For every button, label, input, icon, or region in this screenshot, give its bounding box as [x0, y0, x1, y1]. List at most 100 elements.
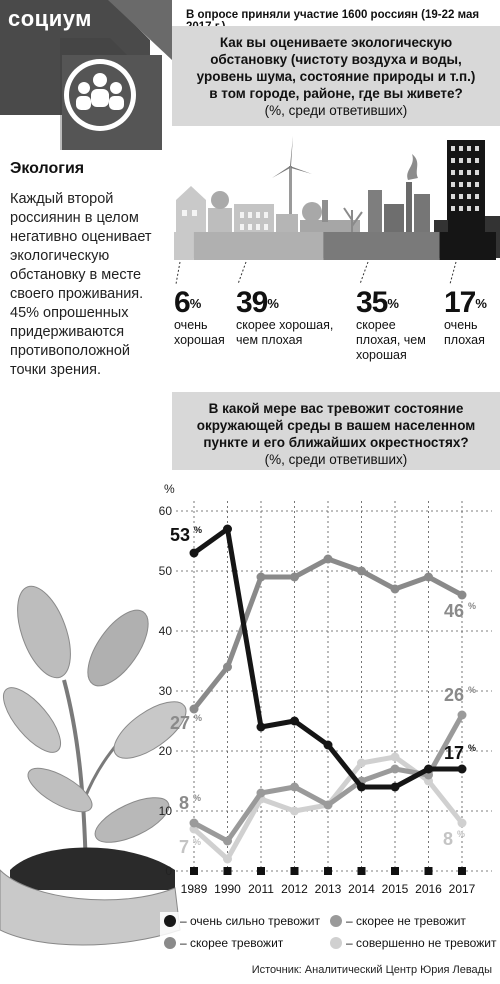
legend-marker-icon: [164, 915, 176, 927]
x-tick-label: 2014: [348, 882, 375, 896]
q1-result-very-bad: 17% очень плохая: [444, 288, 500, 348]
x-tick-label: 1989: [181, 882, 208, 896]
brand-block: [0, 0, 172, 150]
y-tick-label: 40: [159, 624, 173, 638]
x-tick-mark: [424, 867, 433, 875]
data-point: [390, 752, 400, 762]
data-point: [390, 782, 400, 792]
question1-line: Как вы оцениваете экологическую: [219, 35, 453, 50]
q1-value-label: 35: [356, 286, 388, 319]
q1-bar-segment: [193, 232, 324, 260]
y-tick-label: 50: [159, 564, 173, 578]
q1-unit: %: [475, 296, 487, 311]
question2-panel: В какой мере вас тревожит состояние окру…: [172, 392, 500, 470]
q1-result-very-good: 6% очень хорошая: [174, 288, 234, 348]
data-point: [189, 818, 199, 828]
series-value-label: 27: [170, 713, 190, 733]
question1-line: уровень шума, состояние природы и т.п.): [196, 69, 476, 84]
people-icon: [76, 73, 124, 110]
q1-category-label: скорее хорошая, чем плохая: [236, 318, 334, 347]
legend-label: – скорее не тревожит: [346, 914, 466, 928]
q1-unit: %: [267, 296, 279, 311]
question1-panel: Как вы оцениваете экологическую обстанов…: [172, 26, 500, 126]
y-tick-label: 20: [159, 744, 173, 758]
q1-bar-segment: [323, 232, 440, 260]
x-tick-mark: [324, 867, 332, 875]
legend-item: – очень сильно тревожит: [164, 914, 320, 928]
q1-category-label: очень плохая: [444, 318, 485, 347]
section-title: Экология: [10, 160, 85, 177]
x-tick-mark: [290, 867, 299, 875]
q1-unit: %: [387, 296, 399, 311]
data-point: [290, 782, 299, 792]
data-point: [457, 590, 467, 600]
series-value-label: 26: [444, 685, 464, 705]
plant-illustration: [0, 585, 187, 946]
y-axis-label: %: [164, 482, 175, 496]
question2-line: окружающей среды в вашем населенном: [196, 418, 476, 433]
x-tick-label: 2011: [248, 882, 274, 896]
q1-category-label: очень хорошая: [174, 318, 225, 347]
series-value-unit: %: [193, 837, 201, 847]
data-point: [256, 722, 266, 732]
data-point: [256, 572, 266, 582]
question1-line: в том городе, районе, где вы живете?: [209, 86, 463, 101]
data-point: [390, 764, 400, 774]
question2-line: В какой мере вас тревожит состояние: [208, 401, 464, 416]
data-point: [290, 572, 299, 582]
question2-note: (%, среди ответивших): [264, 452, 408, 467]
legend-label: – скорее тревожит: [180, 936, 284, 950]
legend-item: – скорее не тревожит: [330, 914, 466, 928]
brand-name: социум: [8, 6, 92, 31]
chart-legend: – очень сильно тревожит – скорее не трев…: [160, 912, 500, 958]
q1-result-rather-bad: 35% скорее плохая, чем хорошая: [356, 288, 436, 363]
data-point: [357, 566, 366, 576]
series-value-label: 8: [179, 793, 189, 813]
x-tick-mark: [357, 867, 366, 875]
x-tick-mark: [190, 867, 198, 875]
intro-text: Каждый второй россиянин в целом негативн…: [10, 191, 152, 378]
x-tick-label: 2017: [449, 882, 476, 896]
data-point: [390, 584, 400, 594]
question2-line: пункте и его ближайших окрестностях?: [203, 435, 469, 450]
y-tick-label: 0: [165, 864, 172, 878]
x-tick-label: 1990: [214, 882, 241, 896]
q1-value-label: 39: [236, 286, 268, 319]
q1-connector-lines: [175, 261, 457, 285]
legend-marker-icon: [330, 915, 342, 927]
series-value-unit: %: [193, 793, 201, 803]
source-note: Источник: Аналитический Центр Юрия Левад…: [251, 964, 492, 976]
data-point: [424, 764, 433, 774]
data-point: [223, 524, 232, 534]
y-tick-label: 60: [159, 504, 173, 518]
data-point: [357, 782, 366, 792]
q1-unit: %: [189, 296, 202, 311]
series-value-unit: %: [468, 743, 476, 753]
x-tick-mark: [458, 867, 466, 875]
series-value-label: 8: [443, 829, 453, 849]
data-point: [189, 704, 199, 714]
q1-result-rather-good: 39% скорее хорошая, чем плохая: [236, 288, 336, 348]
data-point: [357, 758, 366, 768]
data-point: [290, 806, 299, 816]
data-point: [457, 818, 467, 828]
q1-category-label: скорее плохая, чем хорошая: [356, 318, 426, 362]
x-tick-label: 2015: [382, 882, 409, 896]
x-tick-label: 2016: [415, 882, 442, 896]
data-point: [189, 548, 199, 558]
seedling-icon: [3, 585, 187, 871]
q1-bar-segment: [174, 232, 194, 260]
series-value-label: 53: [170, 525, 190, 545]
x-tick-mark: [223, 867, 232, 875]
series-value-unit: %: [194, 713, 202, 723]
q1-results: 6% очень хорошая 39% скорее хорошая, чем…: [0, 280, 500, 380]
series-value-unit: %: [194, 525, 202, 535]
x-tick-label: 2013: [315, 882, 342, 896]
y-tick-label: 10: [159, 804, 173, 818]
legend-item: – совершенно не тревожит: [330, 936, 496, 950]
data-point: [457, 764, 467, 774]
data-point: [256, 788, 266, 798]
series-value-unit: %: [457, 829, 465, 839]
legend-item: – скорее тревожит: [164, 936, 283, 950]
q1-bar-segment: [439, 232, 496, 260]
